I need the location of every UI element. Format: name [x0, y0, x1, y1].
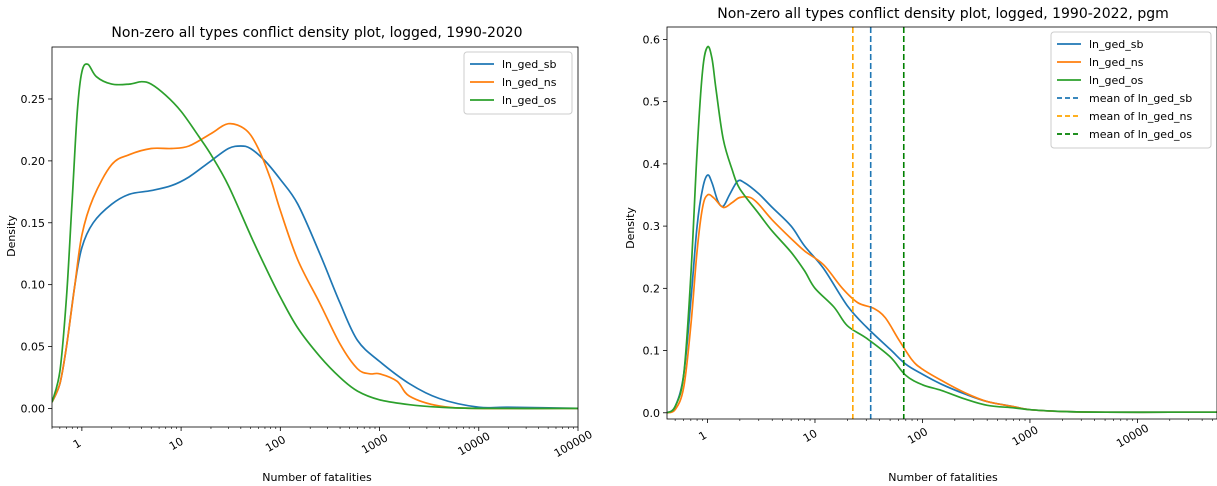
axes-frame — [666, 26, 1217, 420]
legend-label: ln_ged_os — [1089, 74, 1143, 87]
series-line-ln_ged_sb — [52, 145, 578, 410]
x-tick-label: 1000 — [1010, 423, 1041, 448]
legend-box — [1050, 31, 1212, 149]
legend-label: ln_ged_os — [502, 94, 556, 107]
legend-label: ln_ged_sb — [1089, 38, 1143, 51]
legend: ln_ged_sb ln_ged_ns ln_ged_os — [463, 51, 573, 115]
y-tick-label: 0.05 — [21, 341, 46, 354]
y-tick-label: 0.20 — [21, 155, 46, 168]
y-tick-label: 0.5 — [643, 96, 661, 109]
x-tick-label: 100 — [905, 425, 930, 447]
x-tick-label: 1000 — [359, 431, 390, 456]
series-line-ln_ged_ns — [667, 193, 1217, 414]
x-tick-label: 1 — [696, 429, 709, 444]
series-line-ln_ged_os — [52, 63, 578, 410]
y-tick-label: 0.6 — [643, 33, 661, 46]
y-tick-label: 0.2 — [643, 282, 661, 295]
y-tick-label: 0.15 — [21, 217, 46, 230]
x-tick-label: 1 — [71, 437, 84, 452]
legend-label: ln_ged_sb — [502, 58, 556, 71]
legend-label: ln_ged_ns — [502, 76, 557, 89]
x-tick-label: 10000 — [456, 430, 493, 459]
y-tick-label: 0.10 — [21, 279, 46, 292]
left-chart: Non-zero all types conflict density plot… — [5, 25, 595, 484]
right-chart-xlabel: Number of fatalities — [888, 471, 998, 484]
left-chart-title: Non-zero all types conflict density plot… — [111, 25, 522, 41]
right-chart: Non-zero all types conflict density plot… — [624, 6, 1217, 484]
series-line-ln_ged_ns — [52, 122, 578, 410]
x-tick-label: 10 — [167, 435, 186, 453]
y-tick-label: 0.00 — [21, 402, 46, 415]
axes-frame — [51, 46, 579, 428]
legend-label: mean of ln_ged_os — [1089, 128, 1192, 141]
y-tick-label: 0.4 — [643, 158, 661, 171]
left-chart-ylabel: Density — [5, 215, 18, 257]
x-tick-label: 100 — [263, 433, 288, 455]
legend-label: mean of ln_ged_ns — [1089, 110, 1193, 123]
y-tick-label: 0.1 — [643, 345, 661, 358]
y-tick-label: 0.0 — [643, 407, 661, 420]
legend-label: mean of ln_ged_sb — [1089, 92, 1192, 105]
y-tick-label: 0.25 — [21, 93, 46, 106]
right-chart-ylabel: Density — [624, 207, 637, 249]
x-tick-label: 10 — [801, 427, 820, 445]
x-tick-label: 100000 — [552, 428, 595, 460]
left-chart-xlabel: Number of fatalities — [262, 471, 372, 484]
legend-box — [463, 51, 573, 115]
legend-label: ln_ged_ns — [1089, 56, 1144, 69]
right-chart-title: Non-zero all types conflict density plot… — [717, 6, 1168, 22]
series-line-ln_ged_os — [667, 45, 1217, 414]
x-tick-label: 10000 — [1114, 422, 1151, 451]
series-line-ln_ged_sb — [667, 174, 1217, 414]
y-tick-label: 0.3 — [643, 220, 661, 233]
